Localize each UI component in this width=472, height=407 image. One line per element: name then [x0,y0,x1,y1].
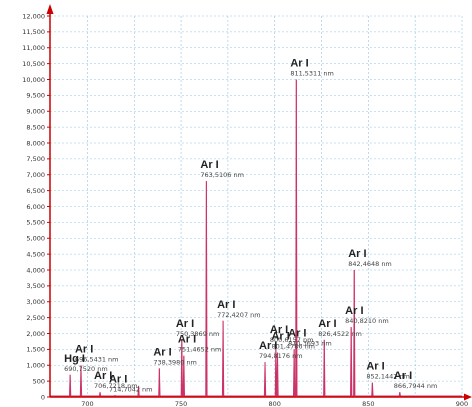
peak-element-label: Ar I [290,58,308,70]
y-tick-label: 3,000 [26,298,45,306]
peak-wavelength-label: 800,6157 nm [270,336,314,344]
y-tick-label: 10,000 [22,76,45,84]
y-tick-label: 1,000 [26,362,45,370]
y-tick-label: 10,500 [22,60,45,68]
x-tick-label: 900 [456,400,468,407]
peak-element-label: Ar I [394,370,412,382]
peak-wavelength-label: 840,8210 nm [345,317,389,325]
y-tick-label: 2,500 [26,314,45,322]
x-tick-label: 750 [175,400,187,407]
y-tick-label: 12,000 [22,12,45,20]
peak-wavelength-label: 852,1442 nm [366,373,410,381]
y-tick-label: 500 [33,377,45,385]
y-axis-arrow [46,4,54,14]
peak-element-label: Ar I [348,248,366,260]
peak-wavelength-label: 811,5311 nm [290,70,334,78]
y-tick-label: 6,500 [26,187,45,195]
peak-wavelength-label: 794,8176 nm [259,352,303,360]
y-tick-label: 4,500 [26,250,45,258]
peak-element-label: Ar I [94,370,112,382]
peak-wavelength-label: 772,4207 nm [217,311,261,319]
y-tick-label: 8,000 [26,139,45,147]
peak-element-label: Ar I [259,340,277,352]
peak-wavelength-label: 801,4786 nm [271,343,315,351]
peak-element-label: Ar I [345,305,363,317]
peak-element-label: Ar I [176,318,194,330]
peak-element-label: Ar I [153,346,171,358]
peak-element-label: Ar I [270,324,288,336]
peak-element-label: Ar I [75,343,93,355]
y-tick-label: 0 [41,393,45,401]
peak-element-label: Ar I [109,373,127,385]
x-tick-label: 800 [269,400,281,407]
peak-wavelength-label: 842,4648 nm [348,260,392,268]
peak-element-label: Ar I [366,361,384,373]
y-tick-label: 9,000 [26,108,45,116]
peak-wavelength-label: 751,4652 nm [178,346,222,354]
y-tick-label: 5,000 [26,235,45,243]
y-tick-label: 6,000 [26,203,45,211]
peak-wavelength-label: 810,3693 nm [288,339,332,347]
x-tick-label: 850 [362,400,374,407]
y-tick-label: 11,500 [22,28,45,36]
y-tick-label: 4,000 [26,266,45,274]
peak-element-label: Ar I [271,331,289,343]
spectrum-line [50,79,462,397]
x-axis-arrow [464,393,472,401]
y-tick-label: 2,000 [26,330,45,338]
chart-axes [46,4,472,401]
y-tick-label: 11,000 [22,44,45,52]
y-tick-label: 7,000 [26,171,45,179]
x-axis-ticks: 700 750 800 850 900 [81,400,468,407]
peak-element-label: Ar I [288,327,306,339]
y-axis-ticks: 0 500 1,000 1,500 2,000 2,500 3,000 3,500 4,000 4… [22,12,50,401]
peak-wavelength-label: 866,7944 nm [394,382,438,390]
peak-wavelength-label: 750,3869 nm [176,330,220,338]
peak-element-label: Ar I [200,159,218,171]
peak-element-label: Hg I [64,353,85,365]
x-tick-label: 700 [81,400,93,407]
peak-wavelength-label: 826,4522 nm [318,330,362,338]
chart-grid [50,15,463,397]
y-tick-label: 9,500 [26,92,45,100]
peak-element-label: Ar I [318,318,336,330]
y-tick-label: 5,500 [26,219,45,227]
y-tick-label: 1,500 [26,346,45,354]
y-tick-label: 8,500 [26,123,45,131]
peak-element-label: Ar I [178,334,196,346]
peak-wavelength-label: 690,7520 nm [64,365,108,373]
peak-wavelength-label: 706,7218 nm [94,382,138,390]
peak-wavelength-label: 696,5431 nm [75,355,119,363]
peak-wavelength-label: 763,5106 nm [200,171,244,179]
y-tick-label: 3,500 [26,282,45,290]
peak-wavelength-label: 714,7042 nm [109,385,153,393]
y-tick-label: 7,500 [26,155,45,163]
peak-element-label: Ar I [217,299,235,311]
peak-wavelength-label: 738,3980 nm [153,358,197,366]
